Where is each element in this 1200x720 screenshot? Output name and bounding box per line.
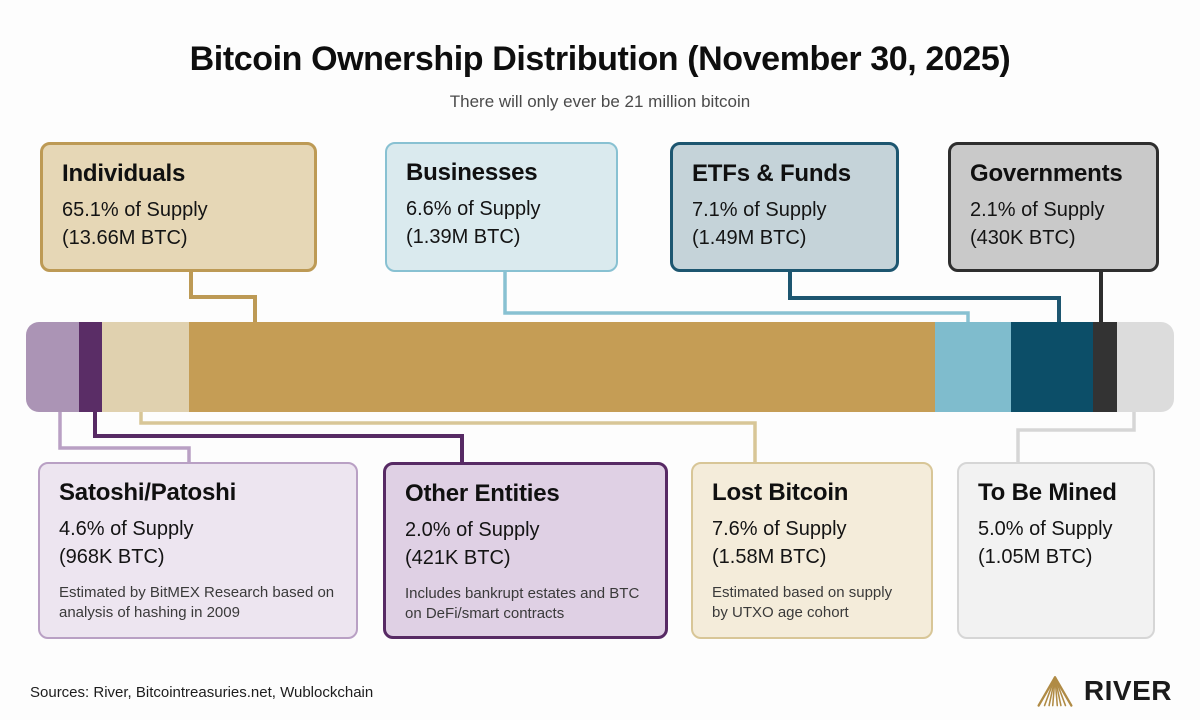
card-businesses-values: 6.6% of Supply (1.39M BTC) bbox=[406, 196, 597, 251]
card-lost-bitcoin-supply: 7.6% of Supply bbox=[712, 518, 847, 540]
card-to-be-mined: To Be Mined 5.0% of Supply (1.05M BTC) bbox=[957, 462, 1155, 639]
card-businesses: Businesses 6.6% of Supply (1.39M BTC) bbox=[385, 142, 618, 272]
card-individuals-values: 65.1% of Supply (13.66M BTC) bbox=[62, 197, 295, 252]
card-governments-values: 2.1% of Supply (430K BTC) bbox=[970, 197, 1137, 252]
bar-segment-lost-bitcoin bbox=[101, 322, 189, 412]
bar-segment-satoshi-patoshi bbox=[26, 322, 79, 412]
card-to-be-mined-title: To Be Mined bbox=[978, 479, 1117, 506]
bar-segment-etfs-funds bbox=[1011, 322, 1093, 412]
card-businesses-title: Businesses bbox=[406, 159, 538, 186]
connector-satoshi bbox=[58, 409, 191, 466]
connector-etfs bbox=[788, 269, 1061, 326]
card-satoshi-patoshi-amount: (968K BTC) bbox=[59, 545, 165, 568]
bar-segment-to-be-mined bbox=[1116, 322, 1174, 412]
card-individuals-amount: (13.66M BTC) bbox=[62, 226, 188, 249]
card-other-entities-note: Includes bankrupt estates and BTC on DeF… bbox=[405, 585, 640, 622]
card-lost-bitcoin-note: Estimated based on supply by UTXO age co… bbox=[712, 584, 893, 621]
card-governments-amount: (430K BTC) bbox=[970, 226, 1076, 249]
card-satoshi-patoshi: Satoshi/Patoshi 4.6% of Supply (968K BTC… bbox=[38, 462, 358, 639]
card-etfs-funds-amount: (1.49M BTC) bbox=[692, 226, 807, 249]
bar-segment-businesses bbox=[935, 322, 1012, 412]
page-title: Bitcoin Ownership Distribution (November… bbox=[189, 40, 1011, 78]
card-satoshi-patoshi-note: Estimated by BitMEX Research based on an… bbox=[59, 584, 335, 621]
sources-text: Sources: River, Bitcointreasuries.net, W… bbox=[30, 684, 374, 701]
card-other-entities-values: 2.0% of Supply (421K BTC) bbox=[405, 517, 646, 572]
card-satoshi-patoshi-supply: 4.6% of Supply bbox=[59, 518, 194, 540]
page-subtitle: There will only ever be 21 million bitco… bbox=[449, 92, 751, 111]
card-businesses-supply: 6.6% of Supply bbox=[406, 198, 541, 220]
card-individuals-title: Individuals bbox=[62, 160, 186, 187]
bar-segment-other-entities bbox=[78, 322, 102, 412]
card-to-be-mined-amount: (1.05M BTC) bbox=[978, 545, 1093, 568]
card-governments-title: Governments bbox=[970, 160, 1123, 187]
card-etfs-funds-supply: 7.1% of Supply bbox=[692, 199, 827, 221]
bar-segment-individuals bbox=[188, 322, 936, 412]
card-individuals-supply: 65.1% of Supply bbox=[62, 199, 208, 221]
card-satoshi-patoshi-title: Satoshi/Patoshi bbox=[59, 479, 237, 506]
river-logo-icon bbox=[1037, 676, 1073, 707]
connector-individuals bbox=[189, 269, 257, 326]
card-etfs-funds-values: 7.1% of Supply (1.49M BTC) bbox=[692, 197, 877, 252]
card-etfs-funds: ETFs & Funds 7.1% of Supply (1.49M BTC) bbox=[670, 142, 899, 272]
card-other-entities-supply: 2.0% of Supply bbox=[405, 519, 540, 541]
card-other-entities: Other Entities 2.0% of Supply (421K BTC)… bbox=[383, 462, 668, 639]
card-individuals: Individuals 65.1% of Supply (13.66M BTC) bbox=[40, 142, 317, 272]
card-to-be-mined-supply: 5.0% of Supply bbox=[978, 518, 1113, 540]
connector-to-be-mined bbox=[1016, 409, 1136, 466]
card-governments-supply: 2.1% of Supply bbox=[970, 199, 1105, 221]
card-lost-bitcoin-amount: (1.58M BTC) bbox=[712, 545, 827, 568]
card-satoshi-patoshi-values: 4.6% of Supply (968K BTC) bbox=[59, 516, 337, 571]
card-lost-bitcoin: Lost Bitcoin 7.6% of Supply (1.58M BTC) … bbox=[691, 462, 933, 639]
river-brand: RIVER bbox=[1035, 674, 1172, 708]
card-other-entities-amount: (421K BTC) bbox=[405, 546, 511, 569]
card-lost-bitcoin-values: 7.6% of Supply (1.58M BTC) bbox=[712, 516, 912, 571]
connector-other-entities bbox=[93, 409, 464, 466]
river-brand-text: RIVER bbox=[1083, 675, 1172, 706]
bar-segment-governments bbox=[1092, 322, 1117, 412]
card-other-entities-title: Other Entities bbox=[405, 480, 560, 507]
supply-distribution-bar bbox=[26, 322, 1174, 412]
card-lost-bitcoin-title: Lost Bitcoin bbox=[712, 479, 849, 506]
card-to-be-mined-values: 5.0% of Supply (1.05M BTC) bbox=[978, 516, 1134, 571]
card-businesses-amount: (1.39M BTC) bbox=[406, 225, 521, 248]
card-governments: Governments 2.1% of Supply (430K BTC) bbox=[948, 142, 1159, 272]
connector-lost-bitcoin bbox=[139, 409, 757, 466]
connector-businesses bbox=[503, 270, 970, 326]
card-etfs-funds-title: ETFs & Funds bbox=[692, 160, 851, 187]
